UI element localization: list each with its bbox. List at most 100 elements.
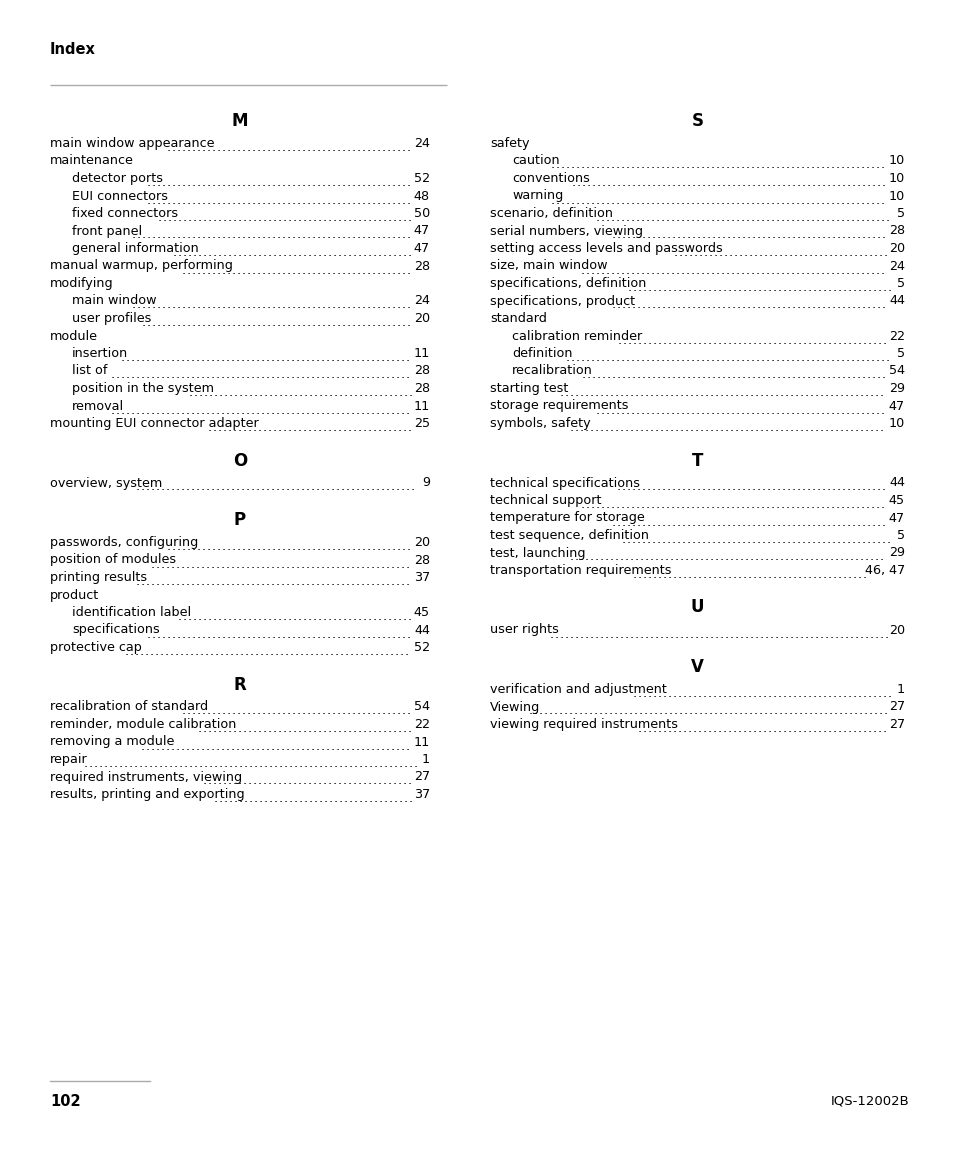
Text: .: . (125, 369, 130, 381)
Text: .: . (196, 194, 201, 206)
Text: .: . (764, 263, 769, 277)
Text: 45: 45 (414, 606, 430, 619)
Text: .: . (745, 176, 750, 189)
Text: .: . (700, 194, 703, 206)
Text: .: . (705, 211, 709, 224)
Text: .: . (882, 334, 886, 347)
Text: .: . (764, 551, 768, 563)
Text: .: . (796, 228, 800, 241)
Text: .: . (307, 722, 312, 735)
Text: .: . (726, 568, 731, 581)
Text: .: . (779, 386, 783, 399)
Text: .: . (744, 159, 749, 172)
Text: .: . (256, 194, 261, 206)
Text: .: . (790, 159, 794, 172)
Text: .: . (163, 757, 167, 770)
Text: .: . (657, 687, 660, 700)
Text: .: . (823, 386, 828, 399)
Text: .: . (256, 540, 260, 553)
Text: .: . (408, 757, 412, 770)
Text: .: . (579, 551, 583, 563)
Text: .: . (186, 557, 190, 570)
Text: .: . (645, 211, 649, 224)
Text: .: . (362, 211, 366, 224)
Text: .: . (575, 194, 578, 206)
Text: .: . (751, 228, 755, 241)
Text: .: . (750, 498, 754, 511)
Text: .: . (207, 211, 212, 224)
Text: .: . (830, 211, 834, 224)
Text: .: . (390, 646, 394, 658)
Text: .: . (227, 263, 231, 277)
Text: .: . (866, 280, 870, 294)
Text: .: . (386, 299, 390, 312)
Text: .: . (331, 540, 335, 553)
Text: IQS-12002B: IQS-12002B (830, 1094, 909, 1107)
Text: .: . (563, 705, 567, 717)
Text: .: . (221, 540, 225, 553)
Text: .: . (671, 481, 676, 494)
Text: .: . (679, 263, 684, 277)
Text: .: . (765, 351, 769, 364)
Text: .: . (213, 757, 217, 770)
Text: .: . (783, 627, 787, 641)
Text: .: . (731, 533, 736, 546)
Text: .: . (332, 627, 335, 641)
Text: .: . (345, 351, 350, 364)
Text: .: . (196, 299, 200, 312)
Text: .: . (200, 575, 204, 588)
Text: 5: 5 (896, 529, 904, 542)
Text: .: . (786, 516, 790, 529)
Text: .: . (266, 557, 270, 570)
Text: .: . (303, 792, 307, 806)
Text: .: . (655, 498, 659, 511)
Text: .: . (657, 568, 660, 581)
Text: .: . (233, 386, 237, 399)
Text: .: . (618, 386, 623, 399)
Text: .: . (353, 757, 357, 770)
Text: .: . (740, 369, 745, 381)
Text: .: . (774, 551, 779, 563)
Text: .: . (182, 627, 186, 641)
Text: .: . (285, 369, 289, 381)
Text: .: . (875, 159, 879, 172)
Text: .: . (596, 369, 600, 381)
Text: .: . (833, 246, 838, 258)
Text: .: . (770, 159, 774, 172)
Text: .: . (180, 575, 184, 588)
Text: .: . (292, 263, 295, 277)
Text: .: . (381, 194, 386, 206)
Text: .: . (203, 386, 208, 399)
Text: .: . (288, 246, 292, 258)
Text: .: . (637, 687, 640, 700)
Text: .: . (600, 351, 604, 364)
Text: .: . (365, 351, 370, 364)
Text: .: . (312, 176, 315, 189)
Text: .: . (290, 739, 294, 752)
Text: .: . (181, 351, 185, 364)
Text: .: . (528, 705, 532, 717)
Text: .: . (325, 403, 329, 416)
Text: .: . (308, 757, 312, 770)
Text: .: . (274, 646, 278, 658)
Text: .: . (206, 141, 211, 154)
Text: .: . (382, 774, 387, 787)
Text: .: . (766, 280, 771, 294)
Text: .: . (634, 386, 639, 399)
Text: .: . (245, 481, 249, 494)
Text: .: . (836, 481, 840, 494)
Text: .: . (293, 421, 296, 433)
Text: .: . (622, 705, 627, 717)
Text: .: . (382, 722, 386, 735)
Text: .: . (772, 334, 777, 347)
Text: .: . (664, 551, 668, 563)
Text: .: . (675, 159, 679, 172)
Text: .: . (370, 646, 374, 658)
Text: .: . (340, 403, 344, 416)
Text: .: . (261, 299, 265, 312)
Text: .: . (293, 774, 296, 787)
Text: .: . (751, 533, 756, 546)
Text: .: . (287, 263, 291, 277)
Text: .: . (801, 516, 805, 529)
Text: .: . (370, 403, 375, 416)
